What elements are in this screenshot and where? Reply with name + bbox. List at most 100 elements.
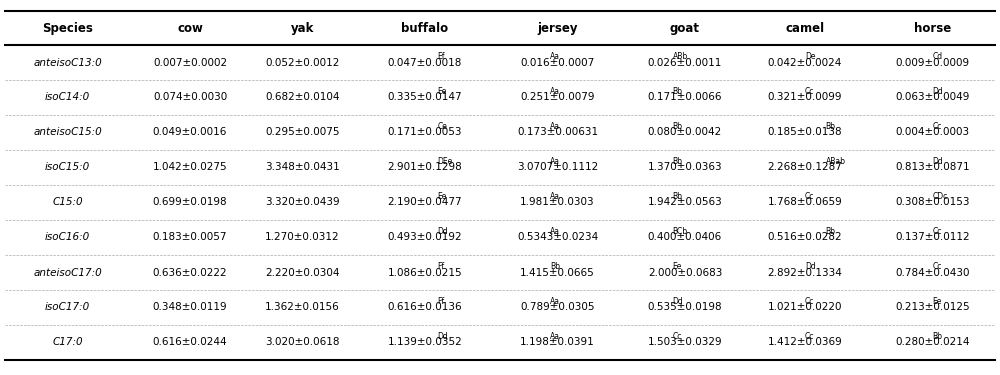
- Text: ABb: ABb: [672, 52, 688, 61]
- Text: 0.784±0.0430: 0.784±0.0430: [895, 267, 970, 278]
- Text: Dd: Dd: [672, 297, 683, 306]
- Text: Bb: Bb: [550, 262, 560, 271]
- Text: Cc: Cc: [805, 332, 814, 341]
- Text: 2.901±0.1298: 2.901±0.1298: [388, 162, 462, 172]
- Text: ABab: ABab: [826, 157, 846, 166]
- Text: 1.042±0.0275: 1.042±0.0275: [153, 162, 227, 172]
- Text: CDc: CDc: [933, 192, 948, 201]
- Text: 0.616±0.0136: 0.616±0.0136: [388, 303, 462, 312]
- Text: Bb: Bb: [826, 122, 836, 131]
- Text: 2.892±0.1334: 2.892±0.1334: [768, 267, 842, 278]
- Text: 0.335±0.0147: 0.335±0.0147: [388, 93, 462, 102]
- Text: 0.813±0.0871: 0.813±0.0871: [895, 162, 970, 172]
- Text: 0.636±0.0222: 0.636±0.0222: [153, 267, 227, 278]
- Text: 3.0707±0.1112: 3.0707±0.1112: [517, 162, 598, 172]
- Text: 0.173±0.00631: 0.173±0.00631: [517, 128, 598, 138]
- Text: DEe: DEe: [438, 157, 453, 166]
- Text: C15:0: C15:0: [52, 198, 83, 207]
- Text: Ee: Ee: [438, 192, 447, 201]
- Text: 1.942±0.0563: 1.942±0.0563: [648, 198, 722, 207]
- Text: 0.348±0.0119: 0.348±0.0119: [153, 303, 227, 312]
- Text: jersey: jersey: [537, 22, 578, 34]
- Text: horse: horse: [914, 22, 951, 34]
- Text: 0.026±0.0011: 0.026±0.0011: [648, 57, 722, 68]
- Text: 0.535±0.0198: 0.535±0.0198: [648, 303, 722, 312]
- Text: 0.616±0.0244: 0.616±0.0244: [153, 338, 227, 348]
- Text: C17:0: C17:0: [52, 338, 83, 348]
- Text: 1.021±0.0220: 1.021±0.0220: [768, 303, 842, 312]
- Text: anteisoC13:0: anteisoC13:0: [33, 57, 102, 68]
- Text: 0.516±0.0282: 0.516±0.0282: [768, 232, 842, 243]
- Text: 0.295±0.0075: 0.295±0.0075: [265, 128, 340, 138]
- Text: 0.5343±0.0234: 0.5343±0.0234: [517, 232, 598, 243]
- Text: 0.185±0.0138: 0.185±0.0138: [768, 128, 842, 138]
- Text: 0.047±0.0018: 0.047±0.0018: [388, 57, 462, 68]
- Text: Species: Species: [42, 22, 93, 34]
- Text: 1.768±0.0659: 1.768±0.0659: [768, 198, 842, 207]
- Text: Bb: Bb: [672, 122, 682, 131]
- Text: 1.370±0.0363: 1.370±0.0363: [648, 162, 722, 172]
- Text: 0.682±0.0104: 0.682±0.0104: [265, 93, 340, 102]
- Text: 0.213±0.0125: 0.213±0.0125: [895, 303, 970, 312]
- Text: 1.415±0.0665: 1.415±0.0665: [520, 267, 595, 278]
- Text: 1.139±0.0352: 1.139±0.0352: [388, 338, 462, 348]
- Text: 0.004±0.0003: 0.004±0.0003: [895, 128, 970, 138]
- Text: Cc: Cc: [805, 192, 814, 201]
- Text: BCb: BCb: [672, 227, 688, 236]
- Text: Aa: Aa: [550, 157, 560, 166]
- Text: 0.009±0.0009: 0.009±0.0009: [895, 57, 970, 68]
- Text: 0.137±0.0112: 0.137±0.0112: [895, 232, 970, 243]
- Text: 1.086±0.0215: 1.086±0.0215: [388, 267, 462, 278]
- Text: Aa: Aa: [550, 122, 560, 131]
- Text: yak: yak: [291, 22, 314, 34]
- Text: Aa: Aa: [550, 332, 560, 341]
- Text: Aa: Aa: [550, 297, 560, 306]
- Text: Ee: Ee: [672, 262, 682, 271]
- Text: 0.063±0.0049: 0.063±0.0049: [895, 93, 970, 102]
- Text: 1.198±0.0391: 1.198±0.0391: [520, 338, 595, 348]
- Text: buffalo: buffalo: [401, 22, 449, 34]
- Text: Cc: Cc: [933, 122, 942, 131]
- Text: 0.042±0.0024: 0.042±0.0024: [768, 57, 842, 68]
- Text: Ef: Ef: [438, 52, 445, 61]
- Text: 2.220±0.0304: 2.220±0.0304: [265, 267, 340, 278]
- Text: 3.320±0.0439: 3.320±0.0439: [265, 198, 340, 207]
- Text: Dd: Dd: [438, 332, 448, 341]
- Text: 0.699±0.0198: 0.699±0.0198: [153, 198, 227, 207]
- Text: 1.503±0.0329: 1.503±0.0329: [648, 338, 722, 348]
- Text: Aa: Aa: [550, 227, 560, 236]
- Text: 2.268±0.1287: 2.268±0.1287: [768, 162, 842, 172]
- Text: 2.000±0.0683: 2.000±0.0683: [648, 267, 722, 278]
- Text: 0.171±0.0053: 0.171±0.0053: [388, 128, 462, 138]
- Text: Ce: Ce: [438, 122, 447, 131]
- Text: 2.190±0.0477: 2.190±0.0477: [388, 198, 462, 207]
- Text: Bb: Bb: [672, 192, 682, 201]
- Text: Ff: Ff: [438, 297, 445, 306]
- Text: Aa: Aa: [550, 192, 560, 201]
- Text: 0.052±0.0012: 0.052±0.0012: [265, 57, 340, 68]
- Text: Ee: Ee: [933, 297, 942, 306]
- Text: 0.049±0.0016: 0.049±0.0016: [153, 128, 227, 138]
- Text: isoC16:0: isoC16:0: [45, 232, 90, 243]
- Text: 0.183±0.0057: 0.183±0.0057: [153, 232, 227, 243]
- Text: 0.074±0.0030: 0.074±0.0030: [153, 93, 227, 102]
- Text: 0.400±0.0406: 0.400±0.0406: [648, 232, 722, 243]
- Text: 0.789±0.0305: 0.789±0.0305: [520, 303, 595, 312]
- Text: cow: cow: [177, 22, 203, 34]
- Text: Ff: Ff: [438, 262, 445, 271]
- Text: isoC15:0: isoC15:0: [45, 162, 90, 172]
- Text: Cc: Cc: [805, 297, 814, 306]
- Text: Dd: Dd: [933, 87, 943, 96]
- Text: 0.007±0.0002: 0.007±0.0002: [153, 57, 227, 68]
- Text: Bb: Bb: [672, 87, 682, 96]
- Text: Cc: Cc: [805, 87, 814, 96]
- Text: Cc: Cc: [672, 332, 682, 341]
- Text: De: De: [805, 52, 815, 61]
- Text: isoC14:0: isoC14:0: [45, 93, 90, 102]
- Text: Cc: Cc: [933, 227, 942, 236]
- Text: Aa: Aa: [550, 87, 560, 96]
- Text: Dd: Dd: [933, 157, 943, 166]
- Text: Bb: Bb: [933, 332, 943, 341]
- Text: 0.321±0.0099: 0.321±0.0099: [768, 93, 842, 102]
- Text: Aa: Aa: [550, 52, 560, 61]
